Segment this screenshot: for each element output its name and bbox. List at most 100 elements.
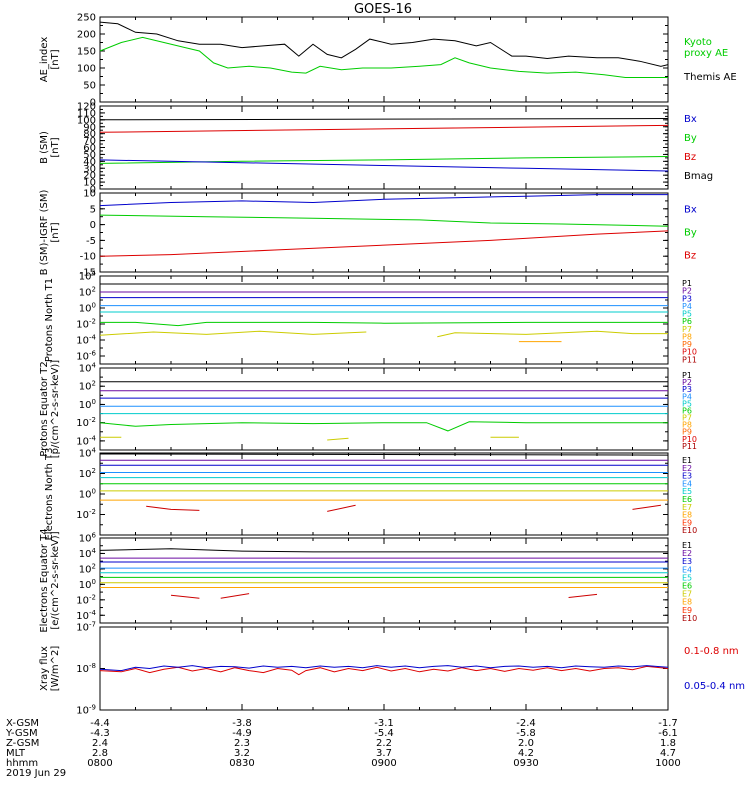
legend-label: E1 (682, 541, 692, 550)
legend-label: 0.05-0.4 nm (684, 681, 745, 692)
legend-label: E4 (682, 479, 692, 488)
legend-label: P3 (682, 294, 692, 303)
y-axis-label: B (SM) (39, 131, 50, 164)
orbit-value: 4.2 (518, 748, 534, 759)
y-tick-label: -15 (80, 268, 96, 279)
orbit-value: -4.4 (90, 718, 110, 729)
y-tick-label: 200 (77, 30, 96, 41)
legend-label: P1 (682, 371, 692, 380)
series-line (99, 159, 669, 172)
y-tick-label: 104 (79, 362, 97, 375)
y-tick-label: 10-9 (76, 704, 96, 717)
y-tick-label: 104 (79, 270, 97, 283)
legend-label: E5 (682, 487, 692, 496)
orbit-value: -1.7 (658, 718, 678, 729)
orbit-value: -3.1 (374, 718, 394, 729)
y-tick-label: 0 (90, 98, 96, 109)
legend-label: E10 (682, 614, 697, 623)
panel-frame (99, 537, 669, 624)
series-line (146, 505, 200, 511)
series-line (99, 453, 669, 456)
series-line (99, 665, 669, 676)
legend-label: P7 (682, 325, 692, 334)
y-tick-label: 250 (77, 13, 96, 24)
legend-label: E3 (682, 472, 692, 481)
y-tick-label: 10-4 (76, 609, 96, 622)
orbit-value: 0930 (513, 758, 538, 769)
y-axis-label: Electrons Equator T4 (39, 528, 50, 632)
y-axis-label: B (SM)-IGRF (SM) (39, 190, 50, 276)
y-tick-label: 102 (79, 286, 96, 299)
y-tick-label: 150 (77, 47, 96, 58)
orbit-row-label: MLT (6, 748, 26, 759)
y-tick-label: 10-7 (76, 621, 96, 634)
legend-label: P11 (682, 355, 697, 364)
y-tick-label: 80 (83, 129, 96, 140)
orbit-value: 3.7 (376, 748, 392, 759)
legend-label: Themis AE (683, 72, 737, 83)
y-tick-label: 102 (79, 562, 96, 575)
y-tick-label: 110 (77, 108, 96, 119)
y-tick-label: 10-2 (76, 593, 96, 606)
series-line (327, 437, 349, 441)
series-line (99, 124, 669, 133)
y-tick-label: 50 (83, 81, 96, 92)
y-tick-label: 102 (79, 380, 96, 393)
y-tick-label: 10-2 (76, 318, 96, 331)
legend-label: Kyoto (684, 37, 712, 48)
legend-label: P11 (682, 442, 697, 451)
y-tick-label: -10 (80, 252, 96, 263)
legend-label: E7 (682, 503, 692, 512)
y-axis-label: [nT] (50, 137, 61, 157)
legend-label: P2 (682, 378, 692, 387)
series-line (99, 214, 669, 227)
orbit-row-label: X-GSM (6, 718, 39, 729)
orbit-row-label: Z-GSM (6, 738, 39, 749)
plot-title: GOES-16 (354, 2, 412, 17)
y-tick-label: 10-4 (76, 434, 96, 447)
legend-label: P8 (682, 421, 692, 430)
y-tick-label: 100 (79, 398, 96, 411)
y-tick-label: 104 (79, 447, 97, 460)
y-tick-label: 100 (79, 578, 96, 591)
series-line (99, 548, 668, 553)
orbit-value: 2.4 (92, 738, 108, 749)
legend-label: Bmag (684, 171, 713, 182)
series-line (220, 593, 250, 599)
y-tick-label: 10-4 (76, 334, 96, 347)
y-tick-label: 50 (83, 150, 96, 161)
y-tick-label: 120 (77, 102, 96, 113)
legend-label: 0.1-0.8 nm (684, 646, 739, 657)
y-tick-label: 10-2 (76, 416, 96, 429)
orbit-value: -5.4 (374, 728, 394, 739)
legend-label: P8 (682, 332, 692, 341)
legend-label: P9 (682, 428, 692, 437)
legend-label: P2 (682, 287, 692, 296)
legend-label: P5 (682, 310, 692, 319)
legend-label: By (684, 228, 697, 239)
y-tick-label: 60 (83, 143, 96, 154)
legend-label: E6 (682, 495, 692, 504)
orbit-value: 1.8 (660, 738, 676, 749)
panel-frame (99, 367, 669, 451)
legend-label: P1 (682, 279, 692, 288)
series-line (99, 156, 669, 164)
series-line (99, 194, 668, 207)
series-line (99, 21, 669, 67)
y-tick-label: 100 (79, 302, 96, 315)
series-line (99, 230, 669, 257)
y-axis-label: [e/(cm^2-s-sr-keV)] (50, 531, 61, 629)
orbit-value: -4.9 (232, 728, 252, 739)
orbit-value: 0830 (229, 758, 254, 769)
legend-label: E1 (682, 456, 692, 465)
y-axis-label: [nT] (50, 222, 61, 242)
legend-label: P5 (682, 399, 692, 408)
orbit-value: 2.3 (234, 738, 250, 749)
legend-label: E6 (682, 582, 692, 591)
series-line (99, 118, 669, 121)
orbit-row-label: Y-GSM (5, 728, 38, 739)
y-tick-label: 10 (83, 178, 96, 189)
legend-label: E9 (682, 518, 692, 527)
y-tick-label: 30 (83, 164, 96, 175)
